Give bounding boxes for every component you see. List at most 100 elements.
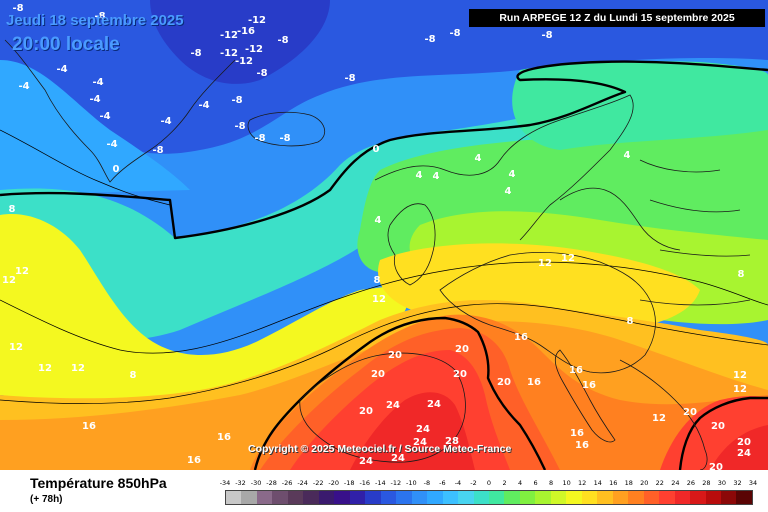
color-scale-label: 22 <box>655 479 664 487</box>
isotherm-label: 12 <box>652 413 666 424</box>
isotherm-label: 20 <box>371 369 385 380</box>
color-scale-cell <box>396 491 412 504</box>
model-run-label: Run ARPEGE 12 Z du Lundi 15 septembre 20… <box>469 9 765 27</box>
color-scale-label: -28 <box>266 479 277 487</box>
color-scale-label: -10 <box>406 479 417 487</box>
color-scale-cell <box>318 491 335 504</box>
isotherm-label: 16 <box>569 365 583 376</box>
isotherm-label: 8 <box>738 269 745 280</box>
eastern-borders <box>639 159 751 306</box>
copyright-notice: Copyright © 2025 Meteociel.fr / Source M… <box>248 443 512 455</box>
isotherm-label: 0 <box>113 164 120 175</box>
isoline-thin-3 <box>0 129 171 206</box>
color-scale-cell <box>736 491 752 504</box>
color-scale-label: 34 <box>748 479 758 487</box>
lead-time: (+ 78h) <box>30 494 63 505</box>
isotherm-label: 12 <box>733 384 747 395</box>
color-scale-cell <box>488 491 505 504</box>
isotherm-label: -8 <box>344 73 355 84</box>
color-scale-cell <box>256 491 273 504</box>
color-scale-cell <box>643 491 660 504</box>
isotherm-label: -8 <box>190 48 201 59</box>
isotherm-label: -8 <box>254 133 265 144</box>
isotherm-label: 12 <box>71 363 85 374</box>
temperature-fields <box>0 0 768 470</box>
isotherm-label: 8 <box>130 370 137 381</box>
variable-title: Température 850hPa <box>30 475 167 491</box>
color-scale-cell <box>380 491 397 504</box>
color-scale-label: -30 <box>250 479 262 487</box>
isotherm-label: 20 <box>497 377 511 388</box>
isotherm-label: 24 <box>416 424 430 435</box>
isotherm-label: -8 <box>449 28 460 39</box>
isotherm-label: 16 <box>217 432 231 443</box>
color-scale-label: -6 <box>439 479 446 487</box>
color-scale-cell <box>628 491 644 504</box>
color-scale-labels: -34 -32 -30 -28 -26 -24 -22 -20 -18 -16 -14 -12 -10-… <box>220 479 757 489</box>
isotherm-label: -8 <box>277 35 288 46</box>
color-scale-cell <box>550 491 567 504</box>
isotherm-label: 16 <box>575 440 589 451</box>
color-scale-cell <box>597 491 613 504</box>
color-scale-cell <box>535 491 551 504</box>
isotherm-label: 20 <box>388 350 402 361</box>
color-scale-label: 30 <box>717 479 727 487</box>
isotherm-label: 20 <box>359 406 373 417</box>
isotherm-label: 24 <box>391 453 405 464</box>
color-scale-cell <box>411 491 428 504</box>
isotherm-label: 12 <box>372 294 386 305</box>
color-scale-cell <box>365 491 381 504</box>
color-scale-cell <box>705 491 721 504</box>
isotherm-label: 20 <box>453 369 467 380</box>
isotherm-label: 16 <box>82 421 96 432</box>
color-scale-cell <box>566 491 582 504</box>
color-scale-cell <box>473 491 489 504</box>
isotherm-label: 4 <box>505 186 512 197</box>
color-scale-label: 20 <box>640 479 649 487</box>
color-scale-label: -16 <box>359 479 371 487</box>
isotherm-label: -8 <box>424 34 435 45</box>
greenland-coast <box>4 39 236 183</box>
isotherm-label: -8 <box>256 68 267 79</box>
color-scale-cell <box>272 491 288 504</box>
isotherm-label: -8 <box>279 133 290 144</box>
isotherm-label: 28 <box>445 436 459 447</box>
isotherm-label: -8 <box>152 145 163 156</box>
isotherm-label: -4 <box>106 139 117 150</box>
isotherm-label: 20 <box>455 344 469 355</box>
color-scale-label: 26 <box>686 479 696 487</box>
isotherm-label: 12 <box>538 258 552 269</box>
color-scale-cell <box>349 491 366 504</box>
color-scale-label: 10 <box>562 479 571 487</box>
color-scale-label: -18 <box>343 479 355 487</box>
isotherm-label: -16 <box>237 26 255 37</box>
color-scale-cell <box>241 491 257 504</box>
color-scale-cell <box>519 491 536 504</box>
color-scale-label: 8 <box>549 479 554 487</box>
color-scale-cell <box>581 491 598 504</box>
isotherm-label: 20 <box>711 421 725 432</box>
isotherm-label: 12 <box>733 370 747 381</box>
baltic-coast <box>559 187 681 251</box>
isotherm-label: 4 <box>375 215 382 226</box>
isotherm-label: 4 <box>509 169 516 180</box>
color-scale-cell <box>334 491 350 504</box>
isotherm-label: 24 <box>359 456 373 467</box>
isotherm-label: 16 <box>570 428 584 439</box>
color-scale-cell <box>427 491 443 504</box>
color-scale-label: 2 <box>502 479 507 487</box>
color-scale-label: -34 <box>219 479 231 487</box>
color-scale-label: 28 <box>702 479 711 487</box>
isotherm-label: 4 <box>475 153 482 164</box>
isotherm-label: 16 <box>582 380 596 391</box>
color-scale-cell <box>690 491 706 504</box>
isotherm-label: -4 <box>160 116 171 127</box>
isotherm-label: 12 <box>38 363 52 374</box>
isotherm-label: -4 <box>56 64 67 75</box>
isotherm-label: -8 <box>12 3 23 14</box>
color-scale-label: 12 <box>578 479 587 487</box>
isotherm-label: -4 <box>92 77 103 88</box>
isotherm-label: -8 <box>234 121 245 132</box>
isotherm-label: 20 <box>737 437 751 448</box>
isotherm-label: 4 <box>624 150 631 161</box>
